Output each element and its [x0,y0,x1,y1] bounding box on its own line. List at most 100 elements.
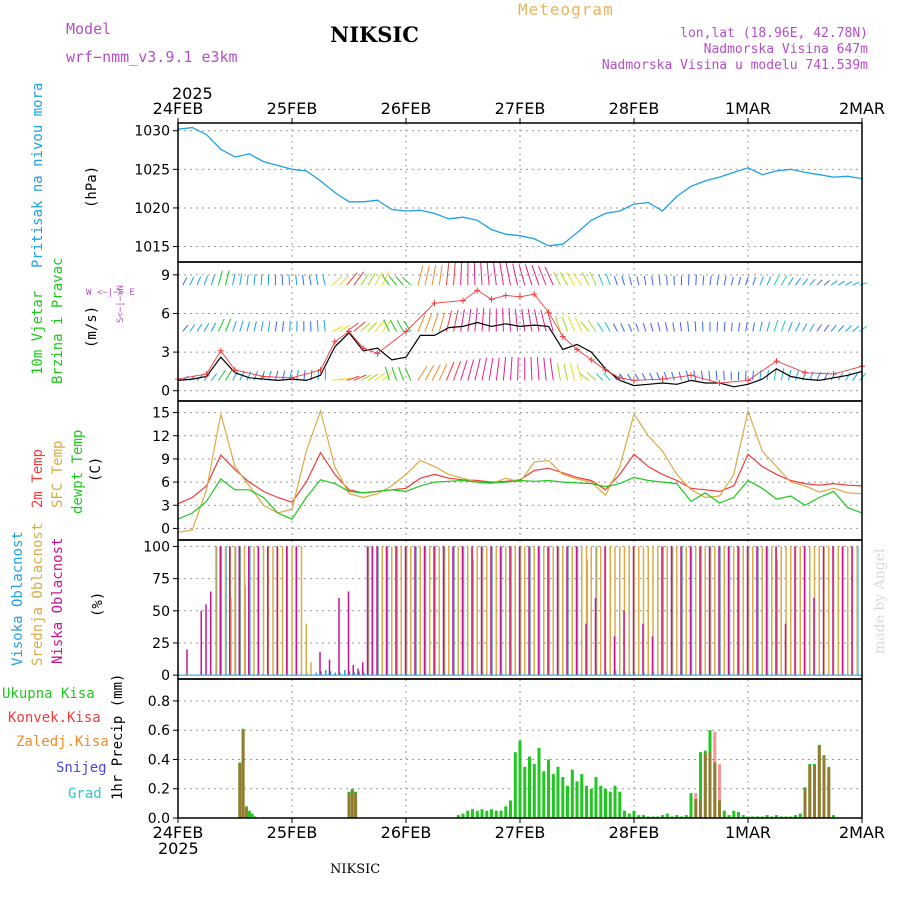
wind-arrow [642,322,647,332]
wind-arrow [346,375,360,381]
wind-arrow [524,264,533,286]
gust-marker [360,345,367,352]
wind-arrow [473,261,476,286]
precip-total-bar [494,810,498,818]
watermark: made by Angel [872,548,888,655]
wind-arrow [322,274,326,286]
wind-arrow [809,323,815,332]
wind-arrow [481,307,485,332]
wind-arrow [510,356,513,381]
wind-label-2: Brzina i Pravac [50,257,66,384]
wind-arrow [417,265,424,286]
wind-arrow [403,320,412,332]
wind-arrow [339,275,350,286]
wind-arrow [708,370,711,381]
wind-arrow [716,275,720,286]
precip-total-bar [566,785,569,818]
x-tick-label-bottom: 24FEB [153,823,204,842]
wind-arrow [404,367,412,381]
gust-marker [716,379,723,386]
wind-arrow [474,358,481,381]
precip-total-bar [475,810,479,818]
station-title: NIKSIC [330,22,419,47]
wind-arrow [544,266,554,286]
gust-marker [745,377,751,384]
wind-arrow [569,362,576,381]
wind-arrow [521,308,526,332]
wind-arrow [709,275,712,286]
wind-arrow [629,276,633,286]
precip-total-bar [570,769,574,818]
precip-total-bar [594,777,598,818]
wind-arrow [239,273,243,286]
wind-arrow [694,321,697,332]
wind-arrow [536,357,540,381]
x-tick-label-bottom: 1MAR [725,823,771,842]
wind-arrow [196,323,203,332]
wind-arrow [424,265,430,286]
pressure-unit: (hPa) [84,165,100,208]
wind-arrow [738,322,741,332]
wind-arrow [557,363,561,381]
gust-marker [616,374,623,381]
wind-arrow [540,309,547,332]
gust-marker [602,367,609,374]
wind-arrow [643,275,647,286]
gust-marker [403,328,409,335]
wind-arrow [232,273,236,286]
wind-arrow [402,276,412,286]
precip-total-bar [547,759,550,818]
wind-arrow [367,272,376,286]
precip-total-bar [613,785,617,818]
wind-arrow [567,315,576,332]
precip-total-bar [637,815,641,818]
wind-arrow [766,321,771,332]
sfc-temp-line [177,408,863,533]
wind-arrow [438,312,446,332]
wind-arrow [431,265,437,286]
wind-arrow [581,272,590,286]
cloud-unit: (%) [90,591,106,617]
wind-arrow [635,323,640,332]
wind-arrow [666,275,668,286]
wind-arrow [752,370,754,381]
wind-arrow [852,281,860,286]
precip-conv-bar [827,768,831,818]
wind-arrow [628,323,633,332]
precip-total-bar [509,800,512,818]
gust-marker [289,374,295,381]
wind-arrow [636,276,640,286]
panel-frames [177,122,863,819]
wind-arrow [844,372,851,381]
precip-total-bar [832,815,835,818]
wind-arrow [225,270,230,286]
wind-arrow [493,262,497,286]
wind-arrow [467,309,472,332]
wind-arrow [360,322,371,332]
gust-marker [830,370,837,377]
wind-arrow [267,321,271,332]
wind-arrow [672,322,675,332]
y-tick-label: 3 [161,498,170,514]
precip-total-bar [528,756,531,818]
y-tick-label: 3 [161,345,170,361]
gust-marker [502,292,509,299]
wind-label-1: 10m Vjetar [30,290,46,375]
wind-arrow [641,372,647,381]
wind-arrow [303,370,306,381]
wind-arrow [453,262,456,286]
wind-arrow [315,274,319,286]
gust-marker [773,358,780,365]
precip-total-bar [513,752,517,818]
wind-arrow [816,324,822,332]
wind-arrow [339,324,350,332]
wind-arrow [182,324,189,332]
wind-arrow [574,316,583,332]
gust-marker [317,367,324,374]
wind-arrow [431,313,439,332]
wind-arrow [780,275,788,286]
wind-arrow [745,322,748,332]
y-tick-label: 6 [161,475,170,491]
precip-total-bar [523,766,527,818]
wind-arrow [499,262,504,286]
